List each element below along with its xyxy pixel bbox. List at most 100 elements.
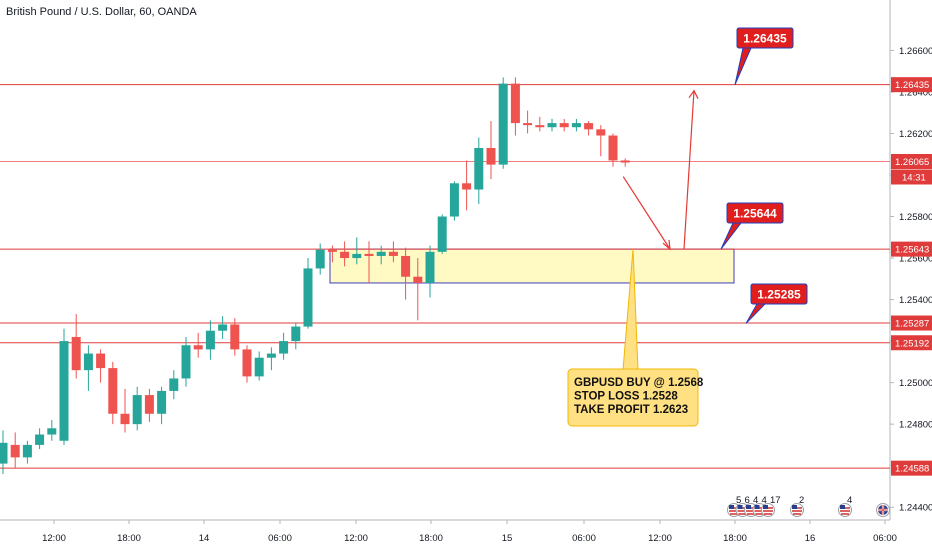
candle-body xyxy=(181,345,191,379)
candle-body xyxy=(59,341,69,441)
price-level-tag xyxy=(891,153,932,169)
time-tick-label: 06:00 xyxy=(268,533,292,544)
candle-body xyxy=(462,183,472,190)
price-tick-label: 1.25600 xyxy=(899,254,932,265)
countdown-label: 14:31 xyxy=(902,172,926,183)
projection-down-arrow[interactable] xyxy=(622,176,671,250)
candle-body xyxy=(315,249,325,269)
candle-body xyxy=(254,357,264,377)
time-tick-label: 16 xyxy=(805,533,816,544)
candle-body xyxy=(340,251,350,259)
candle-body xyxy=(523,123,533,126)
price-tick-label: 1.26600 xyxy=(899,46,932,57)
candle-body xyxy=(559,123,569,128)
us-flag-canton xyxy=(792,505,797,509)
candle-body xyxy=(279,341,289,354)
candle-body xyxy=(425,251,435,283)
price-level-tag xyxy=(891,315,932,331)
event-count-label: 2 xyxy=(799,495,804,506)
candle-body xyxy=(327,249,337,252)
candle-body xyxy=(498,83,508,165)
candle-body xyxy=(449,183,459,217)
time-tick-label: 15 xyxy=(502,533,513,544)
candle-body xyxy=(352,253,362,259)
price-callout-label: 1.25285 xyxy=(757,288,801,302)
candle-body xyxy=(596,129,606,136)
event-count-label: 4 xyxy=(762,495,767,506)
price-callout-box[interactable] xyxy=(750,283,808,305)
price-tick-label: 1.25000 xyxy=(899,378,932,389)
time-tick-label: 18:00 xyxy=(117,533,141,544)
callout-pointer xyxy=(745,303,767,324)
candle-body xyxy=(144,395,154,414)
price-level-tag-label: 1.25643 xyxy=(895,245,929,256)
price-level-tag xyxy=(891,77,932,93)
candle-body xyxy=(10,444,20,458)
candle-body xyxy=(96,353,106,369)
candle-body xyxy=(303,268,313,327)
candle-body xyxy=(486,148,496,165)
candle-body xyxy=(120,413,130,425)
time-tick-label: 06:00 xyxy=(873,533,897,544)
price-tick-label: 1.24800 xyxy=(899,420,932,431)
candle-body xyxy=(291,326,301,342)
price-level-tag-label: 1.24588 xyxy=(895,464,929,475)
projection-down-arrowhead xyxy=(662,240,671,251)
price-tick-label: 1.25800 xyxy=(899,212,932,223)
candle-body xyxy=(535,125,545,128)
price-tick-label: 1.25400 xyxy=(899,295,932,306)
price-callout-box[interactable] xyxy=(726,202,784,224)
event-count-label: 5 xyxy=(736,495,741,506)
candle-body xyxy=(22,444,32,458)
time-tick-label: 12:00 xyxy=(648,533,672,544)
candle-body xyxy=(205,330,215,350)
us-flag-canton xyxy=(746,505,751,509)
price-level-tag xyxy=(891,241,932,257)
event-count-label: 4 xyxy=(753,495,758,506)
candle-body xyxy=(35,434,45,445)
countdown-badge xyxy=(891,169,932,185)
candle-body xyxy=(83,353,93,371)
candle-body xyxy=(242,349,252,377)
us-flag-canton xyxy=(763,505,768,509)
candle-body xyxy=(413,276,423,283)
price-level-tag-label: 1.25287 xyxy=(895,319,929,330)
price-level-tag-label: 1.26435 xyxy=(895,80,929,91)
price-level-tag-label: 1.25192 xyxy=(895,338,929,349)
event-count-label: 6 xyxy=(745,495,750,506)
us-flag-canton xyxy=(754,505,760,509)
event-count-label: 4 xyxy=(847,495,852,506)
candle-body xyxy=(364,253,374,256)
price-callout-box[interactable] xyxy=(736,27,794,49)
candle-body xyxy=(437,216,447,252)
candle-body xyxy=(584,123,594,130)
candle-body xyxy=(571,123,581,128)
time-tick-label: 12:00 xyxy=(344,533,368,544)
candle-body xyxy=(608,135,618,161)
candle-body xyxy=(108,368,118,414)
candle-body xyxy=(132,395,142,425)
candle-body xyxy=(266,353,276,358)
candle-body xyxy=(474,148,484,190)
candle-body xyxy=(547,123,557,128)
callout-pointer xyxy=(734,47,752,85)
us-flag-canton xyxy=(729,505,734,509)
time-tick-label: 18:00 xyxy=(419,533,443,544)
time-tick-label: 06:00 xyxy=(572,533,596,544)
candle-body xyxy=(157,390,167,414)
trade-note-line: STOP LOSS 1.2528 xyxy=(574,391,678,403)
time-tick-label: 18:00 xyxy=(723,533,747,544)
candle-body xyxy=(169,378,179,391)
price-callout-label: 1.26435 xyxy=(743,32,787,46)
us-flag-canton xyxy=(840,505,845,509)
time-tick-label: 14 xyxy=(199,533,210,544)
trade-note-box[interactable] xyxy=(567,368,699,427)
price-tick-label: 1.26400 xyxy=(899,87,932,98)
projection-up-arrow[interactable] xyxy=(683,90,695,250)
chart-title: British Pound / U.S. Dollar, 60, OANDA xyxy=(6,6,197,18)
price-level-tag xyxy=(891,335,932,351)
candle-body xyxy=(0,442,8,464)
candle-body xyxy=(71,336,81,371)
candle-body xyxy=(193,345,203,350)
